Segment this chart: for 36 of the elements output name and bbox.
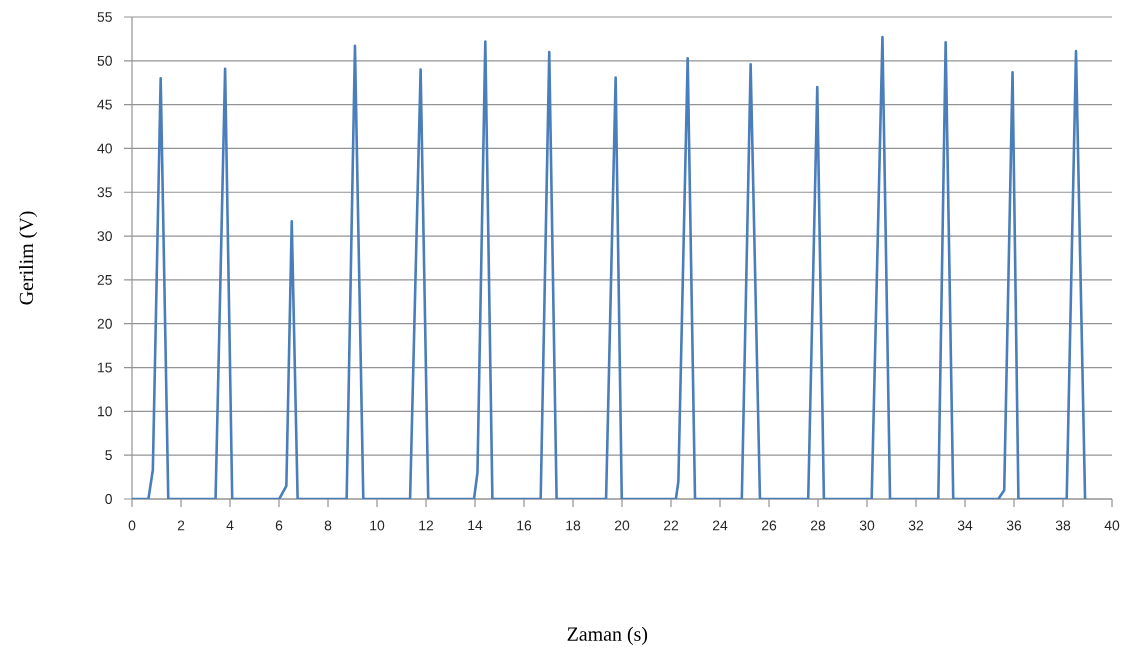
x-tick-label: 4 <box>226 520 234 531</box>
y-tick-label: 50 <box>97 55 112 66</box>
y-tick-label: 25 <box>97 274 112 285</box>
y-tick-label: 45 <box>97 99 112 110</box>
x-tick-label: 10 <box>370 520 385 531</box>
x-tick-label: 20 <box>614 520 630 531</box>
x-tick-label: 8 <box>324 520 332 531</box>
x-tick-label: 22 <box>663 520 679 531</box>
x-tick-label: 2 <box>177 520 185 531</box>
y-tick-label: 30 <box>97 231 112 242</box>
x-tick-label: 32 <box>908 520 924 531</box>
x-tick-label: 18 <box>566 520 581 531</box>
y-tick-label: 10 <box>98 406 112 417</box>
x-tick-label: 28 <box>810 520 826 531</box>
y-tick-label: 15 <box>98 362 112 373</box>
x-tick-label: 40 <box>1104 520 1120 531</box>
x-tick-label: 0 <box>128 520 136 531</box>
y-tick-label: 35 <box>97 187 112 198</box>
y-tick-label: 5 <box>105 450 112 461</box>
x-tick-label: 30 <box>859 520 875 531</box>
x-tick-label: 26 <box>761 520 777 531</box>
y-tick-label: 40 <box>97 143 112 154</box>
y-tick-label: 20 <box>97 318 112 329</box>
y-axis-title: Gerilim (V) <box>19 211 38 305</box>
x-tick-label: 6 <box>275 520 283 531</box>
x-tick-label: 24 <box>712 520 728 531</box>
line-series <box>132 35 1087 499</box>
x-tick-label: 16 <box>517 520 532 531</box>
x-tick-label: 14 <box>468 520 483 531</box>
x-tick-label: 36 <box>1006 520 1022 531</box>
x-tick-label: 34 <box>957 520 973 531</box>
y-tick-label: 55 <box>97 12 112 22</box>
x-tick-label: 38 <box>1055 520 1071 531</box>
x-axis-title: Zaman (s) <box>567 626 648 645</box>
x-tick-label: 12 <box>419 520 434 531</box>
y-tick-label: 0 <box>105 494 112 504</box>
